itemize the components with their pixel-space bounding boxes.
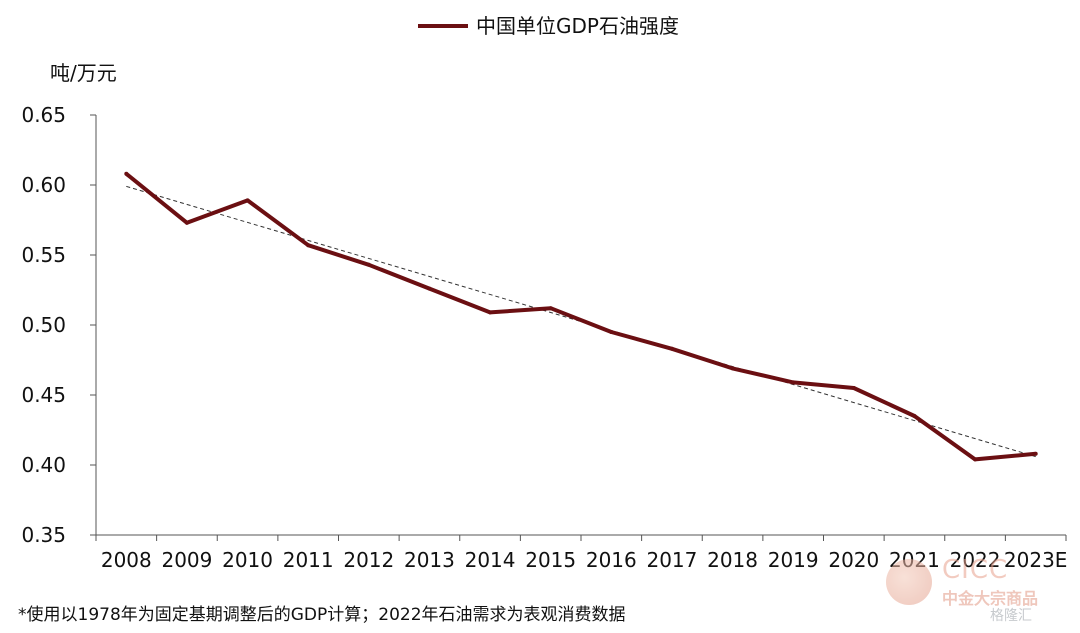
watermark-site: 格隆汇: [990, 608, 1032, 624]
legend: 中国单位GDP石油强度: [418, 14, 679, 38]
watermark: CICC 中金大宗商品 格隆汇: [882, 555, 1072, 625]
data-point: [730, 366, 735, 371]
data-point: [851, 386, 856, 390]
cicc-logo-icon: [886, 559, 932, 605]
data-point: [427, 286, 432, 291]
y-tick-label: 0.65: [21, 103, 66, 127]
data-point: [973, 457, 978, 462]
y-tick-label: 0.40: [21, 453, 66, 477]
x-tick-label: 2008: [101, 548, 152, 572]
data-point: [609, 330, 614, 334]
series-lines: [124, 171, 1038, 462]
x-tick-label: 2012: [343, 548, 394, 572]
watermark-sub: 中金大宗商品: [942, 589, 1039, 608]
x-tick-label: 2017: [646, 548, 697, 572]
line-chart: 中国单位GDP石油强度 吨/万元 0.35 0.40 0.45 0.50 0.55 0.6…: [21, 14, 1068, 572]
x-tick-label: 2023E: [1004, 548, 1068, 572]
data-point: [245, 198, 250, 203]
y-ticks: 0.35 0.40 0.45 0.50 0.55 0.60 0.65: [21, 103, 96, 547]
x-tick-label: 2019: [768, 548, 819, 572]
data-point: [548, 306, 553, 311]
x-tick-label: 2016: [586, 548, 637, 572]
data-point: [184, 220, 189, 225]
data-point: [912, 414, 917, 418]
data-point: [366, 262, 371, 267]
x-tick-label: 2011: [283, 548, 334, 572]
data-point: [669, 346, 674, 351]
data-point: [1033, 451, 1038, 456]
x-tick-label: 2020: [828, 548, 879, 572]
footnote: *使用以1978年为固定基期调整后的GDP计算；2022年石油需求为表观消费数据: [18, 605, 626, 625]
y-axis-unit: 吨/万元: [50, 61, 117, 85]
x-tick-label: 2015: [525, 548, 576, 572]
x-tick-label: 2009: [161, 548, 212, 572]
y-tick-label: 0.45: [21, 383, 66, 407]
x-tick-label: 2018: [707, 548, 758, 572]
data-point: [791, 380, 796, 385]
y-tick-label: 0.55: [21, 243, 66, 267]
legend-label: 中国单位GDP石油强度: [476, 14, 679, 38]
data-point: [306, 243, 311, 248]
y-tick-label: 0.50: [21, 313, 66, 337]
x-tick-label: 2014: [465, 548, 516, 572]
x-tick-label: 2010: [222, 548, 273, 572]
x-tick-label: 2013: [404, 548, 455, 572]
series-line: [125, 172, 1036, 462]
data-point: [488, 310, 493, 315]
y-tick-label: 0.60: [21, 173, 66, 197]
axes: [95, 115, 1066, 536]
data-point: [124, 171, 129, 176]
x-tick-label: 2022: [950, 548, 1001, 572]
watermark-brand: CICC: [942, 555, 1009, 585]
x-ticks: 2008 2009 2010 2011 2012 2013 2014 2015 2016 2017…: [95, 535, 1068, 572]
y-tick-label: 0.35: [21, 523, 66, 547]
